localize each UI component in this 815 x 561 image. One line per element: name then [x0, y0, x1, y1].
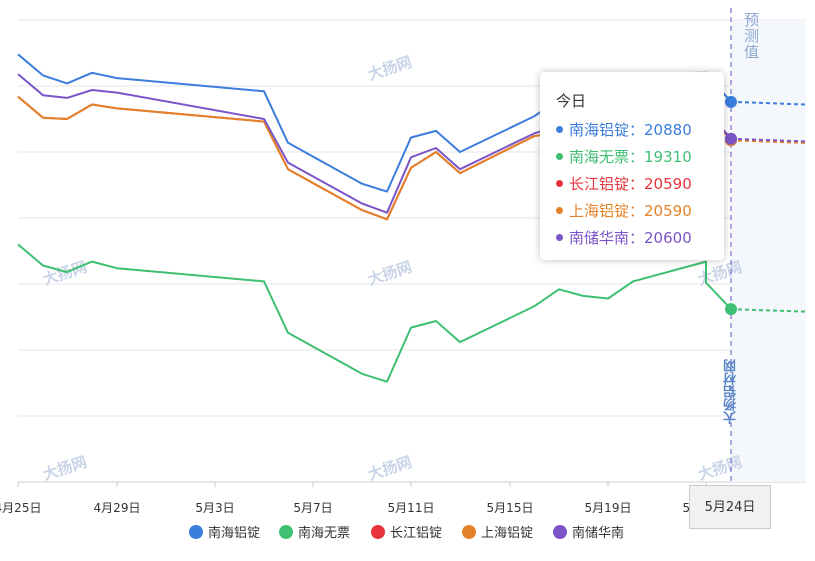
tooltip-row: 长江铝锭：20590: [556, 171, 710, 198]
pointer-dot-4: [725, 132, 737, 145]
legend-label: 南海铝锭: [208, 525, 260, 541]
forecast-region: [731, 20, 806, 482]
legend-marker: [189, 525, 203, 539]
tooltip-value: 20600: [644, 229, 692, 247]
legend-label: 南储华南: [572, 525, 624, 541]
series-forecast-line-4: [730, 137, 807, 143]
axis-pointer-label: 5月24日: [689, 485, 771, 529]
legend-marker: [553, 525, 567, 539]
legend[interactable]: 南海铝锭 南海无票 长江铝锭 上海铝锭 南储华南: [189, 525, 624, 541]
legend-item-1[interactable]: 南海无票: [279, 525, 350, 541]
x-tick-label: 4月25日: [0, 501, 41, 515]
tooltip-row: 上海铝锭：20590: [556, 198, 710, 225]
pointer-dot-1: [725, 303, 737, 316]
watermark-text: 大扬网: [366, 53, 414, 84]
tooltip-dot: [556, 152, 563, 160]
x-tick-label: 5月15日: [487, 501, 534, 515]
watermark-text: 大扬网: [41, 453, 89, 484]
tooltip-title: 今日: [556, 92, 587, 110]
watermark-text: 大扬网: [366, 453, 414, 484]
x-axis-ticks: 4月25日4月29日5月3日5月7日5月11日5月15日5月19日5月24日: [0, 482, 729, 515]
legend-marker: [371, 525, 385, 539]
tooltip-label: 南海铝锭：: [569, 121, 645, 139]
x-tick-label: 5月7日: [293, 501, 332, 515]
x-tick-label: 5月3日: [195, 501, 234, 515]
tooltip-label: 长江铝锭：: [569, 175, 645, 193]
tooltip-label: 南储华南：: [569, 229, 645, 247]
tooltip-dot: [556, 206, 563, 214]
x-tick-label: 5月11日: [388, 501, 435, 515]
x-tick-label: 4月29日: [94, 501, 141, 515]
series-forecast-line-0: [730, 100, 807, 106]
brand-vertical-watermark: 大扬铝材网: [724, 359, 739, 424]
tooltip-row: 南海铝锭：20880: [556, 117, 710, 144]
grid-lines: [18, 19, 806, 483]
pointer-dot-0: [725, 95, 737, 108]
tooltip: 今日 南海铝锭：20880 南海无票：19310 长江铝锭：20590 上海铝锭：20…: [540, 72, 724, 260]
series-forecast-line-1: [730, 308, 807, 313]
tooltip-dot: [556, 125, 563, 133]
tooltip-row: 南海无票：19310: [556, 144, 710, 171]
forecast-label: 预测值: [742, 12, 760, 60]
legend-label: 上海铝锭: [481, 526, 533, 541]
legend-marker: [279, 525, 293, 539]
tooltip-value: 20590: [644, 202, 692, 220]
series-line-1: [17, 243, 732, 383]
legend-item-2[interactable]: 长江铝锭: [371, 525, 442, 541]
tooltip-dot: [556, 179, 563, 187]
tooltip-label: 南海无票：: [569, 148, 645, 166]
series-forecast-line-3: [730, 139, 807, 144]
legend-label: 南海无票: [298, 525, 350, 541]
legend-item-4[interactable]: 南储华南: [553, 525, 624, 541]
x-tick-label: 5月19日: [585, 501, 632, 515]
tooltip-dot: [556, 233, 563, 241]
tooltip-value: 20880: [644, 121, 692, 139]
tooltip-row: 南储华南：20600: [556, 225, 710, 252]
tooltip-label: 上海铝锭：: [569, 202, 645, 220]
axis-pointer-dots: [725, 95, 737, 316]
legend-item-3[interactable]: 上海铝锭: [462, 525, 533, 541]
tooltip-value: 20590: [644, 175, 692, 193]
legend-marker: [462, 525, 476, 539]
tooltip-value: 19310: [644, 148, 692, 166]
legend-item-0[interactable]: 南海铝锭: [189, 525, 260, 541]
tooltip-rows: 南海铝锭：20880 南海无票：19310 长江铝锭：20590 上海铝锭：20590…: [556, 117, 710, 252]
legend-label: 长江铝锭: [390, 526, 442, 541]
